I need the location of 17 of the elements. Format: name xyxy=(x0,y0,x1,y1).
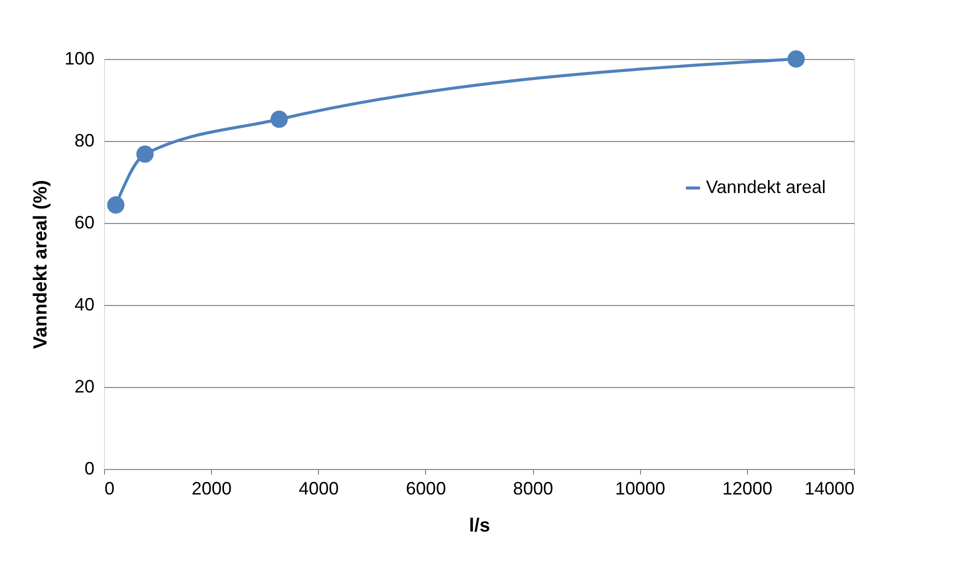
y-tick-label: 40 xyxy=(74,294,94,314)
legend-label: Vanndekt areal xyxy=(706,177,826,197)
x-tick-label: 6000 xyxy=(406,478,446,498)
x-axis-title: l/s xyxy=(468,516,490,536)
x-tick-label: 8000 xyxy=(513,478,554,498)
x-tick-label: 4000 xyxy=(298,478,339,498)
y-tick-label: 60 xyxy=(74,212,94,232)
x-tick-label: 14000 xyxy=(804,478,854,498)
y-tick-label: 80 xyxy=(74,130,94,150)
x-tick-label: 0 xyxy=(104,478,115,498)
y-axis-title: Vanndekt areal (%) xyxy=(30,180,52,349)
x-tick-label: 12000 xyxy=(722,478,772,498)
x-tick-label: 10000 xyxy=(615,478,666,498)
y-tick-label: 20 xyxy=(74,376,94,396)
y-tick-label: 0 xyxy=(84,458,94,478)
x-tick-label: 2000 xyxy=(192,478,232,498)
y-tick-label: 100 xyxy=(64,48,94,68)
